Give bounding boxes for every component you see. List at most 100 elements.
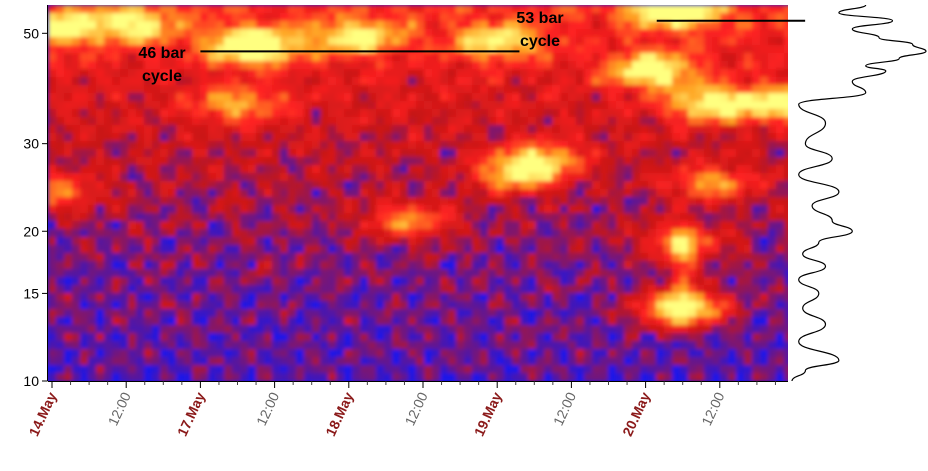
heat-cell (160, 37, 169, 46)
heat-cell (64, 333, 73, 342)
heat-cell (208, 165, 217, 174)
heat-cell (72, 261, 81, 270)
heat-cell (64, 141, 73, 150)
heat-cell (608, 69, 617, 78)
heat-cell (120, 141, 129, 150)
heat-cell (72, 197, 81, 206)
heat-cell (152, 237, 161, 246)
heat-cell (760, 245, 769, 254)
heat-cell (160, 293, 169, 302)
heat-cell (376, 277, 385, 286)
heat-cell (304, 125, 313, 134)
heat-cell (576, 245, 585, 254)
heat-cell (440, 93, 449, 102)
heat-cell (80, 197, 89, 206)
heat-cell (144, 109, 153, 118)
heat-cell (448, 333, 457, 342)
heat-cell (104, 77, 113, 86)
heat-cell (208, 109, 217, 118)
heat-cell (448, 221, 457, 230)
heat-cell (80, 333, 89, 342)
heat-cell (680, 245, 689, 254)
heat-cell (136, 341, 145, 350)
heat-cell (624, 357, 633, 366)
heat-cell (304, 85, 313, 94)
heat-cell (64, 157, 73, 166)
heat-cell (232, 173, 241, 182)
heat-cell (592, 133, 601, 142)
heat-cell (360, 341, 369, 350)
heat-cell (680, 117, 689, 126)
heat-cell (232, 277, 241, 286)
heat-cell (408, 165, 417, 174)
heat-cell (760, 333, 769, 342)
heat-cell (744, 5, 753, 14)
heat-cell (576, 109, 585, 118)
heat-cell (664, 285, 673, 294)
heat-cell (656, 253, 665, 262)
heat-cell (560, 317, 569, 326)
heat-cell (88, 117, 97, 126)
heat-cell (96, 141, 105, 150)
heat-cell (440, 205, 449, 214)
heat-cell (176, 13, 185, 22)
heat-cell (304, 285, 313, 294)
heat-cell (88, 333, 97, 342)
heat-cell (64, 173, 73, 182)
heat-cell (304, 309, 313, 318)
heat-cell (488, 61, 497, 70)
heat-cell (576, 189, 585, 198)
heat-cell (288, 205, 297, 214)
heat-cell (168, 125, 177, 134)
heat-cell (408, 77, 417, 86)
heat-cell (696, 85, 705, 94)
heat-cell (384, 213, 393, 222)
heat-cell (536, 21, 545, 30)
heat-cell (752, 253, 761, 262)
heat-cell (728, 133, 737, 142)
heat-cell (432, 253, 441, 262)
heat-cell (680, 197, 689, 206)
heat-cell (400, 237, 409, 246)
heat-cell (440, 197, 449, 206)
heat-cell (424, 133, 433, 142)
heat-cell (136, 293, 145, 302)
heat-cell (104, 365, 113, 374)
heat-cell (600, 29, 609, 38)
heat-cell (464, 85, 473, 94)
heat-cell (312, 293, 321, 302)
heat-cell (472, 13, 481, 22)
heat-cell (432, 93, 441, 102)
heat-cell (384, 157, 393, 166)
heat-cell (384, 133, 393, 142)
heat-cell (200, 261, 209, 270)
heat-cell (520, 293, 529, 302)
heat-cell (320, 373, 329, 381)
heat-cell (672, 213, 681, 222)
heat-cell (280, 221, 289, 230)
heat-cell (424, 221, 433, 230)
heat-cell (384, 13, 393, 22)
heat-cell (776, 373, 785, 381)
heat-cell (448, 301, 457, 310)
heat-cell (64, 85, 73, 94)
heat-cell (280, 301, 289, 310)
heat-cell (376, 157, 385, 166)
heat-cell (416, 109, 425, 118)
heat-cell (88, 53, 97, 62)
heat-cell (256, 269, 265, 278)
heat-cell (568, 293, 577, 302)
heat-cell (648, 85, 657, 94)
heat-cell (464, 213, 473, 222)
heat-cell (136, 13, 145, 22)
heat-cell (184, 285, 193, 294)
heat-cell (64, 205, 73, 214)
heat-cell (256, 117, 265, 126)
heat-cell (264, 341, 273, 350)
heat-cell (256, 317, 265, 326)
heat-cell (760, 365, 769, 374)
heat-cell (712, 333, 721, 342)
heat-cell (520, 85, 529, 94)
heat-cell (112, 325, 121, 334)
heat-cell (360, 213, 369, 222)
